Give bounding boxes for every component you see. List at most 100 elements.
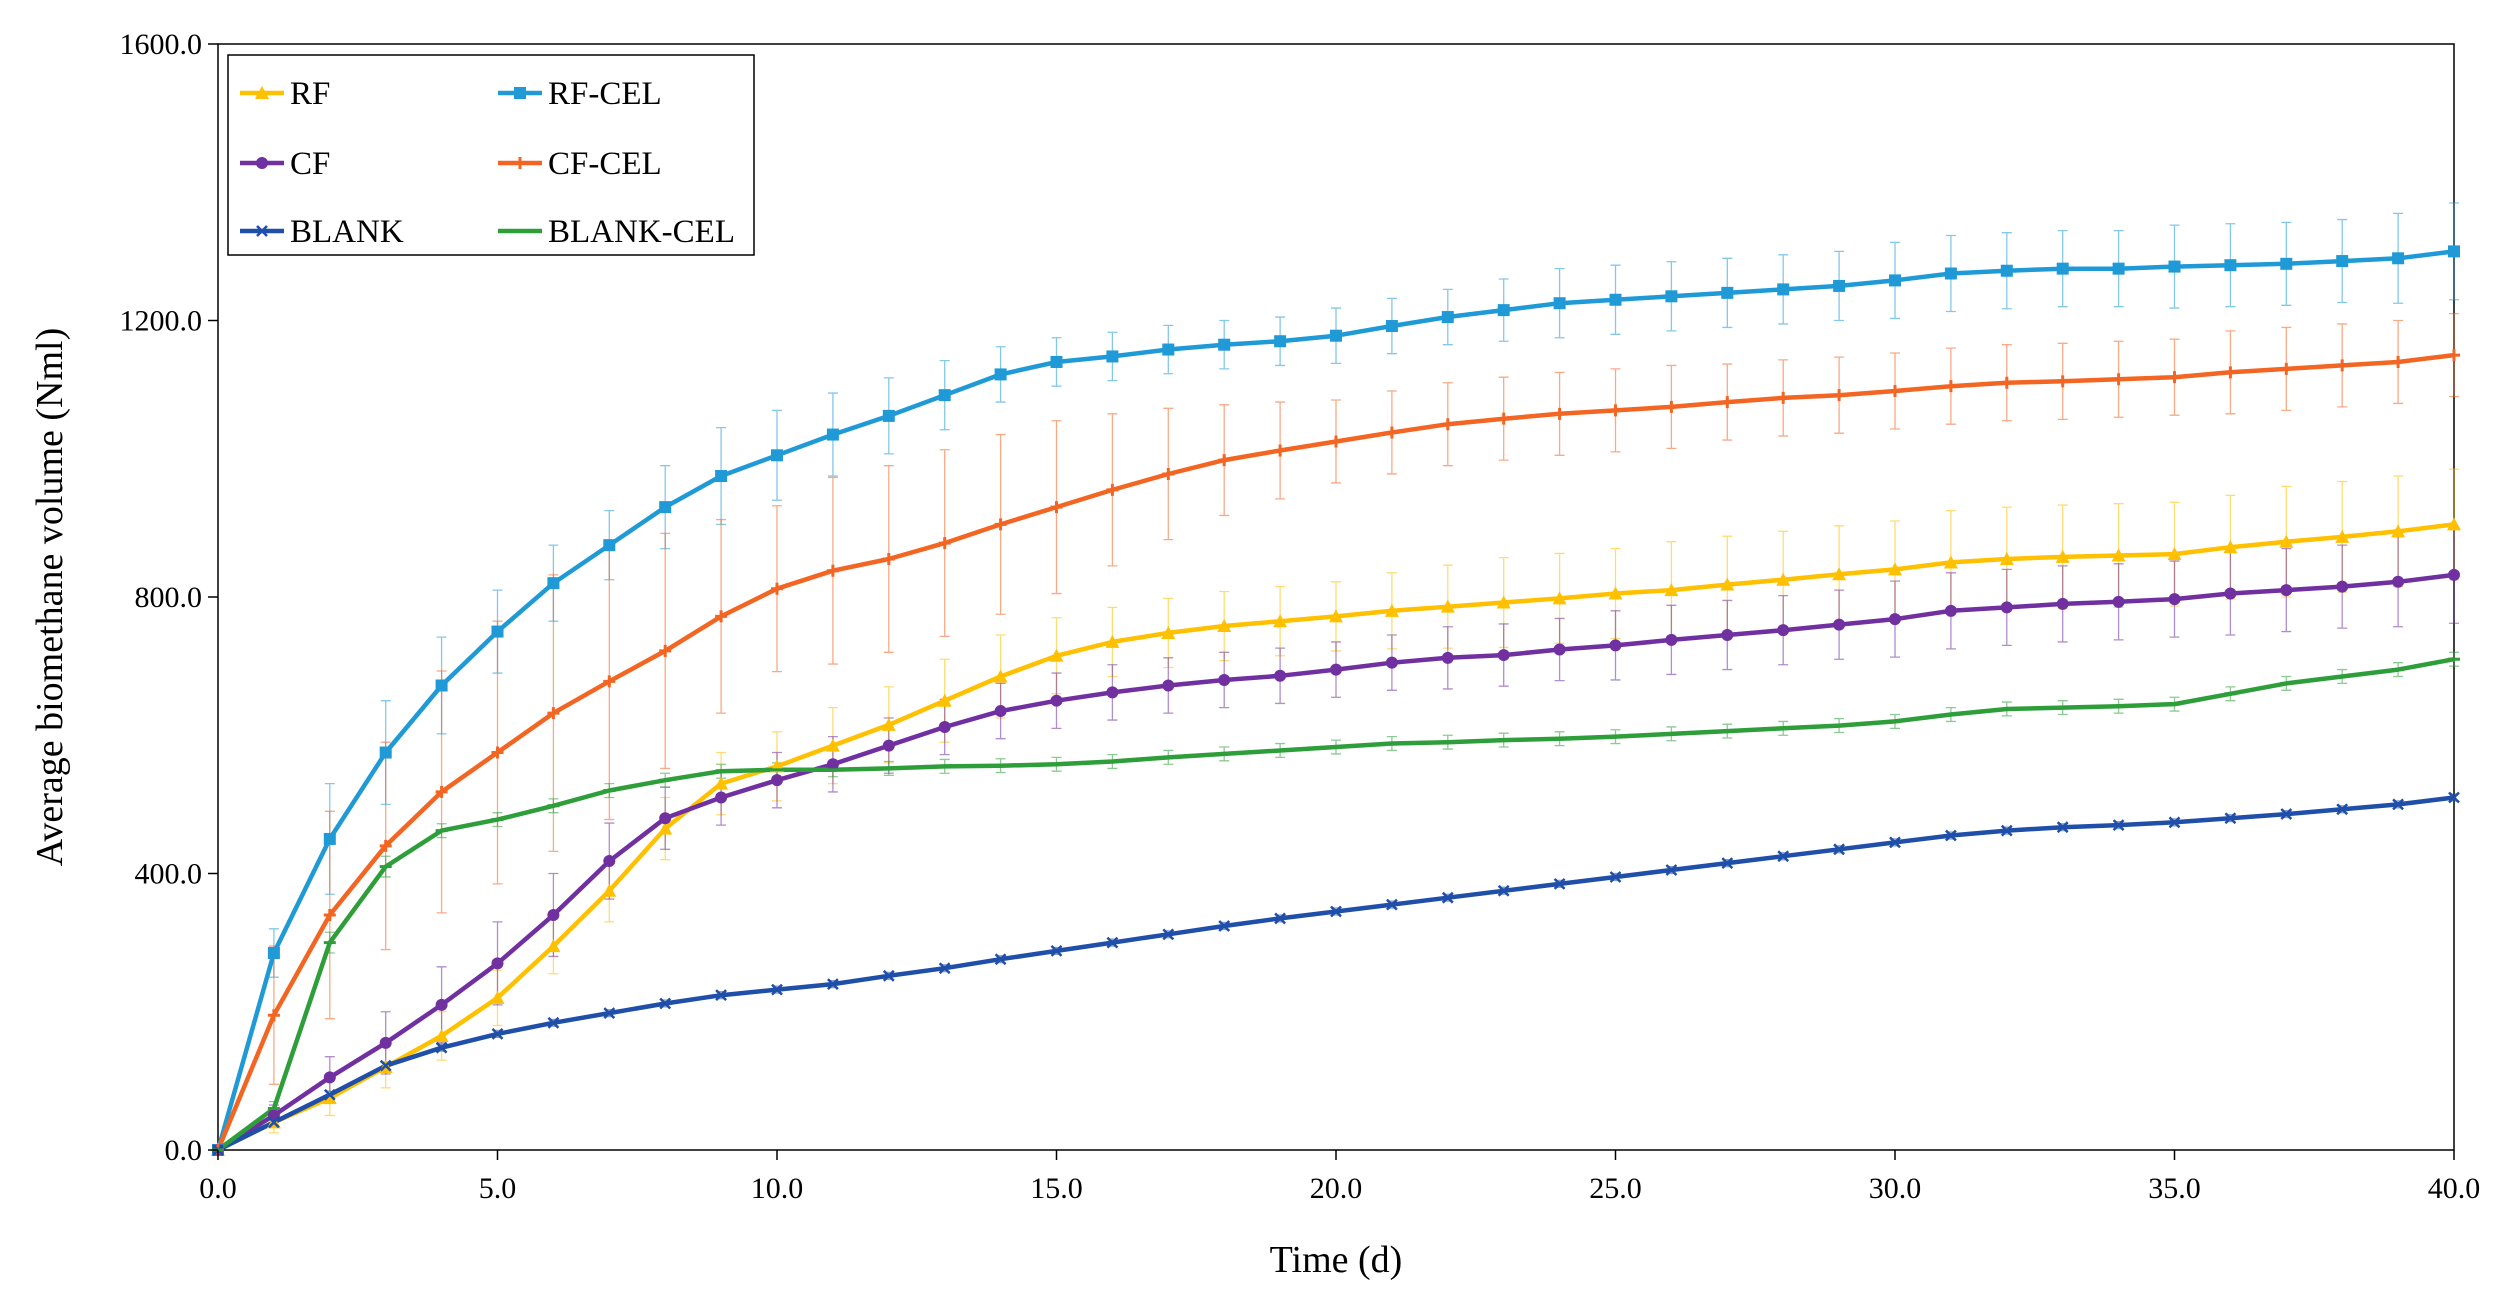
data-point-cf: [715, 791, 728, 804]
data-point-rf: [322, 1091, 337, 1105]
data-point-rf-cel: [826, 428, 839, 441]
data-point-cf: [1441, 651, 1454, 664]
data-point-rf-cel: [379, 746, 392, 759]
data-point-blank: [938, 962, 951, 975]
data-point-rf: [1329, 609, 1343, 623]
data-point-blank: [1721, 857, 1734, 870]
data-point-cf: [1050, 694, 1063, 707]
data-point-rf: [1720, 577, 1735, 591]
data-point-blank: [1553, 877, 1566, 890]
data-point-rf-cel: [2280, 257, 2293, 270]
data-point-blank: [715, 989, 727, 1002]
x-tick-label: 40.0: [2428, 1172, 2481, 1205]
data-point-cf-cel: [1944, 380, 1957, 393]
data-point-blank: [1889, 836, 1901, 849]
data-point-rf-cel: [1274, 335, 1287, 348]
data-point-rf-cel: [2224, 259, 2237, 272]
data-point-cf: [1330, 663, 1342, 676]
data-point-rf-cel: [1330, 329, 1342, 342]
data-point-cf-cel: [1050, 501, 1063, 514]
data-point-cf: [323, 1071, 336, 1084]
data-point-cf: [1721, 629, 1734, 642]
data-point-cf-cel: [2168, 371, 2181, 384]
data-point-rf-cel: [715, 470, 728, 483]
legend-marker-rf: [255, 86, 269, 99]
y-tick-label: 400.0: [135, 858, 203, 891]
x-tick-label: 25.0: [1589, 1172, 1642, 1205]
data-point-cf: [2392, 575, 2405, 588]
data-point-cf: [938, 720, 951, 733]
data-point-blank: [2112, 819, 2125, 831]
x-tick-label: 0.0: [199, 1172, 237, 1205]
data-point-blank: [2224, 812, 2237, 825]
data-point-rf-cel: [267, 946, 280, 959]
data-point-cf: [1833, 618, 1846, 631]
data-point-rf-cel: [938, 389, 951, 402]
data-point-blank: [1050, 945, 1063, 957]
legend: RF RF-CEL CF CF-CEL BLANK BLANK-CEL: [227, 54, 755, 256]
legend-label-cf: CF: [290, 146, 330, 182]
data-point-rf-cel: [1721, 286, 1734, 299]
data-point-cf-cel: [547, 707, 560, 720]
legend-label-rf-cel: RF-CEL: [548, 76, 662, 112]
data-point-blank: [2000, 824, 2013, 837]
data-point-blank: [882, 969, 895, 982]
data-point-cf: [2056, 597, 2069, 610]
data-point-cf-cel: [1553, 407, 1566, 420]
data-point-blank: [379, 1059, 392, 1072]
data-point-cf-cel: [491, 746, 504, 759]
data-point-cf-cel: [1441, 418, 1454, 431]
data-point-blank: [1497, 884, 1510, 897]
data-point-blank: [1777, 850, 1790, 863]
data-point-rf: [1049, 648, 1064, 662]
data-point-rf: [1496, 595, 1511, 609]
data-point-rf-cel: [2448, 245, 2460, 258]
x-tick-label: 15.0: [1030, 1172, 1083, 1205]
data-point-blank: [1330, 905, 1342, 918]
data-point-blank: [1945, 829, 1957, 842]
data-point-rf-cel: [2000, 264, 2013, 277]
data-point-cf-cel: [435, 785, 448, 798]
data-point-cf: [1553, 643, 1566, 656]
data-point-cf: [882, 739, 895, 752]
data-point-cf: [1106, 686, 1119, 699]
data-point-rf: [2167, 547, 2182, 561]
x-axis: 0.0 5.0 10.0 15.0 20.0 25.0 30.0 35.0 40.0: [199, 1150, 2480, 1205]
data-point-cf-cel: [1665, 400, 1678, 413]
data-point-cf-cel: [659, 644, 672, 657]
legend-box: [227, 54, 755, 256]
x-tick-label: 30.0: [1869, 1172, 1922, 1205]
data-point-cf-cel: [1833, 389, 1846, 402]
data-point-cf: [771, 774, 783, 787]
data-point-cf: [1497, 649, 1510, 662]
data-point-rf-cel: [771, 449, 783, 462]
data-point-blank: [1665, 864, 1678, 876]
data-point-cf-cel: [2112, 373, 2125, 386]
data-point-rf: [2391, 524, 2406, 538]
data-point-cf: [2224, 587, 2237, 600]
data-point-blank: [994, 953, 1007, 966]
data-point-rf-cel: [1889, 274, 1901, 287]
data-point-cf: [379, 1036, 392, 1049]
data-point-rf-cel: [323, 832, 336, 845]
data-point-cf-cel: [2224, 366, 2237, 379]
data-point-blank: [547, 1016, 560, 1029]
data-point-cf-cel: [994, 518, 1007, 531]
data-point-rf: [602, 883, 617, 897]
legend-label-rf: RF: [290, 76, 330, 112]
data-point-rf: [1552, 591, 1567, 605]
data-point-cf-cel: [267, 1009, 280, 1022]
y-tick-label: 1200.0: [120, 305, 203, 338]
data-point-cf: [1218, 673, 1231, 686]
series-markers: [211, 245, 2461, 1156]
data-point-rf: [2335, 529, 2350, 543]
data-point-rf: [1608, 586, 1623, 600]
data-point-rf: [1161, 625, 1176, 639]
data-point-rf-cel: [1665, 290, 1678, 303]
y-tick-label: 800.0: [135, 581, 203, 614]
legend-label-blank-cel: BLANK-CEL: [548, 214, 735, 250]
data-point-cf: [2112, 595, 2125, 608]
data-point-rf-cel: [2112, 262, 2125, 275]
data-point-rf-cel: [2392, 252, 2405, 265]
